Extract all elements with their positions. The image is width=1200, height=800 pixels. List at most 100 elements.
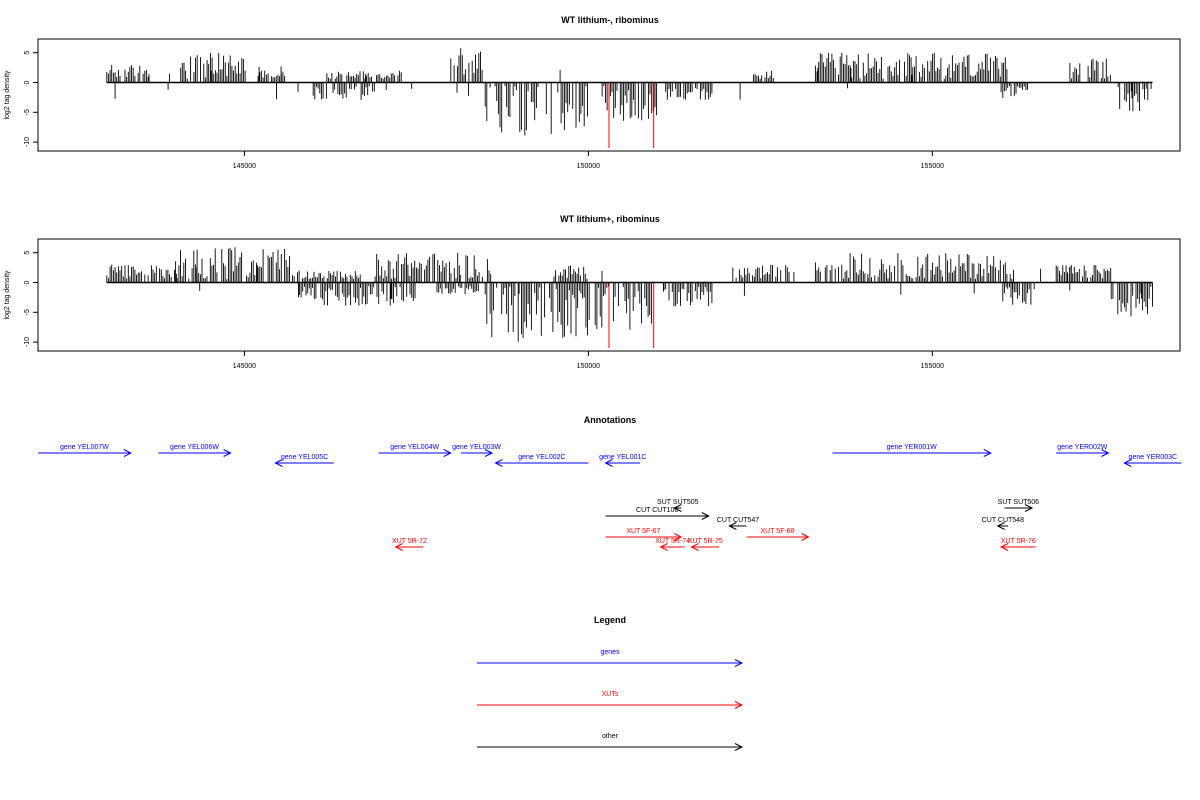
arrow-head xyxy=(728,522,737,530)
arrow-head xyxy=(734,701,744,709)
annotation-genes: gene YER002W xyxy=(1056,444,1110,457)
density-cluster xyxy=(1117,82,1152,112)
annotation-label: gene YEL001C xyxy=(599,454,646,461)
annotation-genes: gene YEL001C xyxy=(599,454,646,467)
legend-panel: Legend genes XUTs other xyxy=(477,615,744,751)
annotation-label: CUT CUT106 xyxy=(636,507,678,514)
legend-arrow xyxy=(477,659,744,667)
density-cluster xyxy=(594,282,652,330)
legend-label: genes xyxy=(600,649,620,656)
legend-items: genes XUTs other xyxy=(477,649,744,751)
density-cluster xyxy=(312,82,375,100)
annotation-arrow xyxy=(1123,459,1182,467)
y-tick-label: 0 xyxy=(24,80,31,84)
y-tick-label: -5 xyxy=(24,109,31,115)
annotation-other: SUT SUT505 xyxy=(657,499,699,512)
annotations-title: Annotations xyxy=(584,415,637,425)
density-cluster xyxy=(732,264,795,283)
density-cluster xyxy=(326,70,402,83)
annotation-xuts: XUT 5R-75 xyxy=(688,538,723,551)
annotation-label: SUT SUT505 xyxy=(657,499,699,506)
annotation-arrow xyxy=(605,512,710,520)
annotation-genes: gene YEL002C xyxy=(494,454,589,467)
annotation-label: gene YER001W xyxy=(887,444,937,451)
plot-frame xyxy=(37,38,1181,152)
annotation-arrow xyxy=(746,533,810,541)
density-cluster xyxy=(106,264,175,283)
density-cluster xyxy=(175,247,290,283)
annotation-genes: gene YEL003W xyxy=(452,444,501,457)
legend-item-genes: genes xyxy=(477,649,744,667)
legend-item-xuts: XUTs xyxy=(477,691,744,709)
annotation-genes: gene YER003C xyxy=(1123,454,1182,467)
annotation-label: gene YER002W xyxy=(1057,444,1107,451)
density-cluster xyxy=(436,282,479,295)
density-cluster xyxy=(484,282,590,342)
arrow-head xyxy=(690,543,699,551)
x-tick-label: 150000 xyxy=(577,163,600,170)
annotation-arrow xyxy=(832,449,992,457)
annotation-label: XUT 5R-76 xyxy=(1001,538,1036,545)
density-cluster xyxy=(484,82,588,136)
arrow-head xyxy=(1123,459,1132,467)
plot-frame xyxy=(37,238,1181,352)
annotation-arrow xyxy=(461,449,494,457)
annotation-xuts: XUT 5R-74 xyxy=(655,538,690,551)
annotation-label: gene YEL003W xyxy=(452,444,501,451)
annotation-arrow xyxy=(1056,449,1110,457)
arrow-head xyxy=(123,449,132,457)
annotation-genes: gene YEL006W xyxy=(158,444,232,457)
track-panel-lithium-minus: WT lithium-, ribominus log2 tag density … xyxy=(4,15,1181,170)
density-cluster xyxy=(450,48,483,83)
arrow-head xyxy=(734,659,744,667)
arrow-head xyxy=(659,543,668,551)
arrow-head xyxy=(674,533,683,541)
annotation-xuts: XUT 5R-76 xyxy=(1000,538,1036,551)
annotation-label: gene YEL005C xyxy=(281,454,328,461)
density-cluster xyxy=(180,53,246,83)
legend-arrow xyxy=(477,701,744,709)
arrow-head xyxy=(1000,543,1009,551)
annotation-arrow xyxy=(378,449,452,457)
annotation-arrow xyxy=(659,543,685,551)
x-tick-label: 150000 xyxy=(577,363,600,370)
annotation-arrow xyxy=(494,459,589,467)
annotation-other: CUT CUT547 xyxy=(717,517,759,530)
arrow-head xyxy=(494,459,503,467)
annotation-label: gene YEL006W xyxy=(170,444,219,451)
annotation-arrow xyxy=(394,543,424,551)
arrow-head xyxy=(274,459,283,467)
annotation-genes: gene YEL005C xyxy=(274,454,334,467)
density-cluster xyxy=(814,52,1008,83)
density-cluster xyxy=(753,70,774,83)
panel-title: WT lithium+, ribominus xyxy=(560,214,660,224)
annotation-arrow xyxy=(1000,543,1036,551)
data-bars xyxy=(106,247,1153,348)
annotation-label: gene YEL002C xyxy=(518,454,565,461)
arrow-head xyxy=(673,504,682,512)
density-cluster xyxy=(1055,265,1112,283)
annotation-other: CUT CUT548 xyxy=(982,517,1024,530)
density-cluster xyxy=(106,64,149,83)
annotation-label: XUT 5R-75 xyxy=(688,538,723,545)
annotation-label: gene YEL004W xyxy=(390,444,439,451)
annotation-arrow xyxy=(605,533,683,541)
axes: 5 0 -5 -10 145000 150000 155000 xyxy=(24,51,944,170)
arrow-head xyxy=(484,449,494,457)
annotation-label: XUT 5R-72 xyxy=(392,538,427,545)
arrow-head xyxy=(1024,504,1034,512)
density-cluster xyxy=(1110,282,1153,317)
annotation-label: CUT CUT548 xyxy=(982,517,1024,524)
y-tick-label: 0 xyxy=(24,280,31,284)
arrow-head xyxy=(801,533,810,541)
arrow-head xyxy=(983,449,992,457)
annotation-other: CUT CUT106 xyxy=(605,507,710,520)
annotation-arrow xyxy=(690,543,720,551)
density-cluster xyxy=(814,253,1014,283)
density-cluster xyxy=(553,265,588,283)
y-tick-label: -10 xyxy=(24,137,31,147)
annotation-genes: gene YER001W xyxy=(832,444,992,457)
annotation-arrow xyxy=(158,449,232,457)
annotations-panel: Annotations gene YEL007W gene YEL006Wgene… xyxy=(38,415,1182,551)
